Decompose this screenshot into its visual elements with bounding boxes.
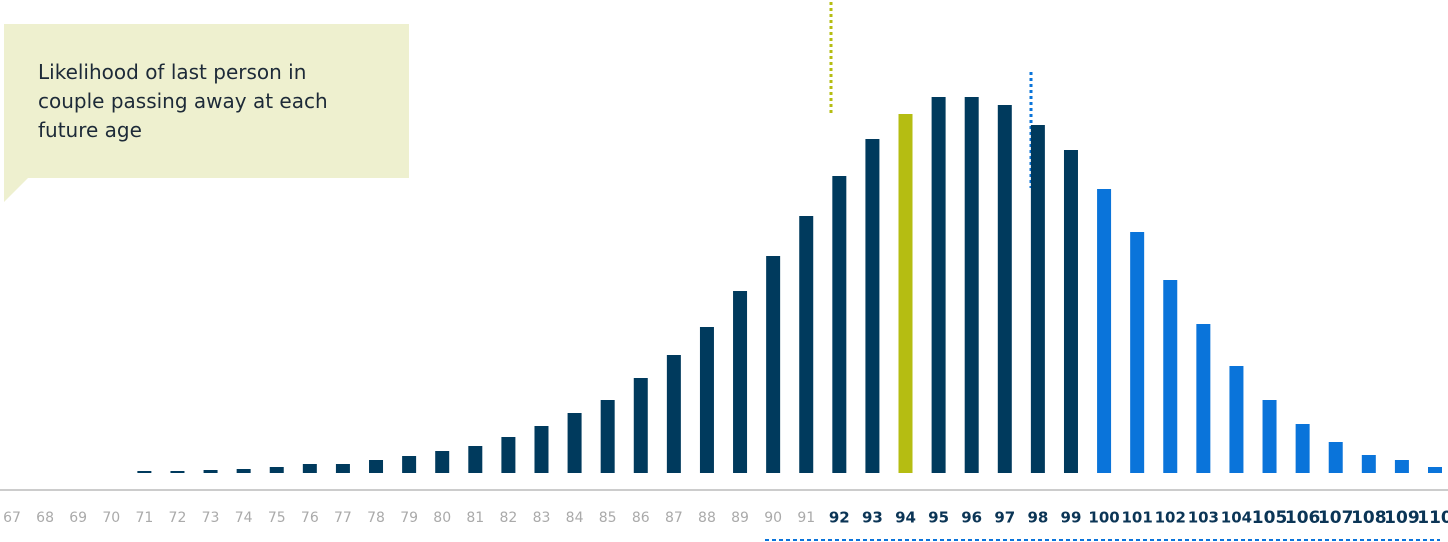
- bar: [236, 469, 251, 473]
- x-tick-label: 92: [829, 509, 850, 527]
- x-tick-label: 72: [169, 510, 187, 526]
- bar: [170, 471, 185, 473]
- x-tick-label: 98: [1027, 509, 1048, 527]
- x-tick-label: 103: [1188, 509, 1219, 527]
- bar: [1262, 400, 1277, 473]
- x-tick-label: 110: [1417, 508, 1448, 528]
- bar: [1361, 455, 1376, 473]
- bar: [137, 471, 152, 473]
- callout-tail: [4, 178, 28, 202]
- x-tick-label: 95: [928, 509, 949, 527]
- x-tick-label: 107: [1318, 508, 1354, 528]
- x-tick-label: 76: [301, 510, 319, 526]
- x-tick-label: 90: [764, 510, 782, 526]
- x-tick-label: 79: [400, 510, 418, 526]
- x-tick-label: 101: [1122, 509, 1153, 527]
- x-tick-label: 85: [599, 510, 617, 526]
- bar: [898, 114, 913, 473]
- bar: [203, 470, 218, 473]
- bar: [269, 467, 284, 473]
- x-tick-label: 80: [433, 510, 451, 526]
- bar: [1295, 424, 1310, 473]
- bar: [699, 327, 714, 473]
- bar: [964, 97, 979, 473]
- x-tick-label: 106: [1285, 508, 1321, 528]
- x-tick-label: 82: [499, 510, 517, 526]
- bar: [501, 437, 516, 473]
- bar: [799, 216, 814, 473]
- x-tick-label: 81: [466, 510, 484, 526]
- bar: [435, 451, 450, 473]
- bar: [766, 256, 781, 473]
- bar: [1328, 442, 1343, 473]
- bar: [633, 378, 648, 473]
- x-tick-label: 104: [1221, 509, 1252, 527]
- x-tick-label: 97: [994, 509, 1015, 527]
- x-tick-label: 102: [1155, 509, 1186, 527]
- x-tick-label: 75: [268, 510, 286, 526]
- x-tick-label: 108: [1351, 508, 1387, 528]
- bar: [865, 139, 880, 473]
- bar: [666, 355, 681, 473]
- x-tick-label: 68: [36, 510, 54, 526]
- bar: [335, 464, 350, 473]
- bar: [567, 413, 582, 473]
- x-tick-label: 88: [698, 510, 716, 526]
- bar: [832, 176, 847, 473]
- annotation: Likelihood of last person in couple pass…: [38, 60, 328, 142]
- x-tick-label: 78: [367, 510, 385, 526]
- x-tick-label: 109: [1384, 508, 1420, 528]
- x-tick-label: 105: [1252, 508, 1288, 528]
- x-tick-label: 84: [566, 510, 584, 526]
- x-tick-label: 83: [533, 510, 551, 526]
- x-tick-label: 77: [334, 510, 352, 526]
- x-tick-label: 73: [202, 510, 220, 526]
- bar: [1063, 150, 1078, 473]
- x-tick-label: 99: [1061, 509, 1082, 527]
- bar: [1030, 125, 1045, 473]
- x-tick-label: 91: [797, 510, 815, 526]
- bar: [600, 400, 615, 473]
- x-tick-label: 70: [102, 510, 120, 526]
- x-tick-label: 96: [961, 509, 982, 527]
- x-tick-label: 89: [731, 510, 749, 526]
- x-tick-label: 74: [235, 510, 253, 526]
- x-tick-label: 86: [632, 510, 650, 526]
- x-tick-label: 69: [69, 510, 87, 526]
- x-tick-label: 67: [3, 510, 21, 526]
- x-tick-label: 100: [1088, 509, 1119, 527]
- bar: [1163, 280, 1178, 473]
- x-tick-label: 71: [135, 510, 153, 526]
- x-tick-label: 94: [895, 509, 916, 527]
- bar: [931, 97, 946, 473]
- bar: [369, 460, 384, 473]
- bar: [402, 456, 417, 473]
- callout: Likelihood of last person in couple pass…: [4, 24, 409, 178]
- bar: [1428, 467, 1442, 473]
- bar: [1097, 189, 1112, 473]
- bar: [997, 105, 1012, 473]
- bar: [468, 446, 483, 473]
- x-tick-label: 87: [665, 510, 683, 526]
- bar: [1130, 232, 1145, 473]
- bar: [534, 426, 549, 473]
- bar: [1394, 460, 1409, 473]
- bar: [302, 464, 317, 473]
- bar: [1196, 324, 1211, 473]
- x-tick-label: 93: [862, 509, 883, 527]
- bar: [1229, 366, 1244, 473]
- bar: [733, 291, 748, 473]
